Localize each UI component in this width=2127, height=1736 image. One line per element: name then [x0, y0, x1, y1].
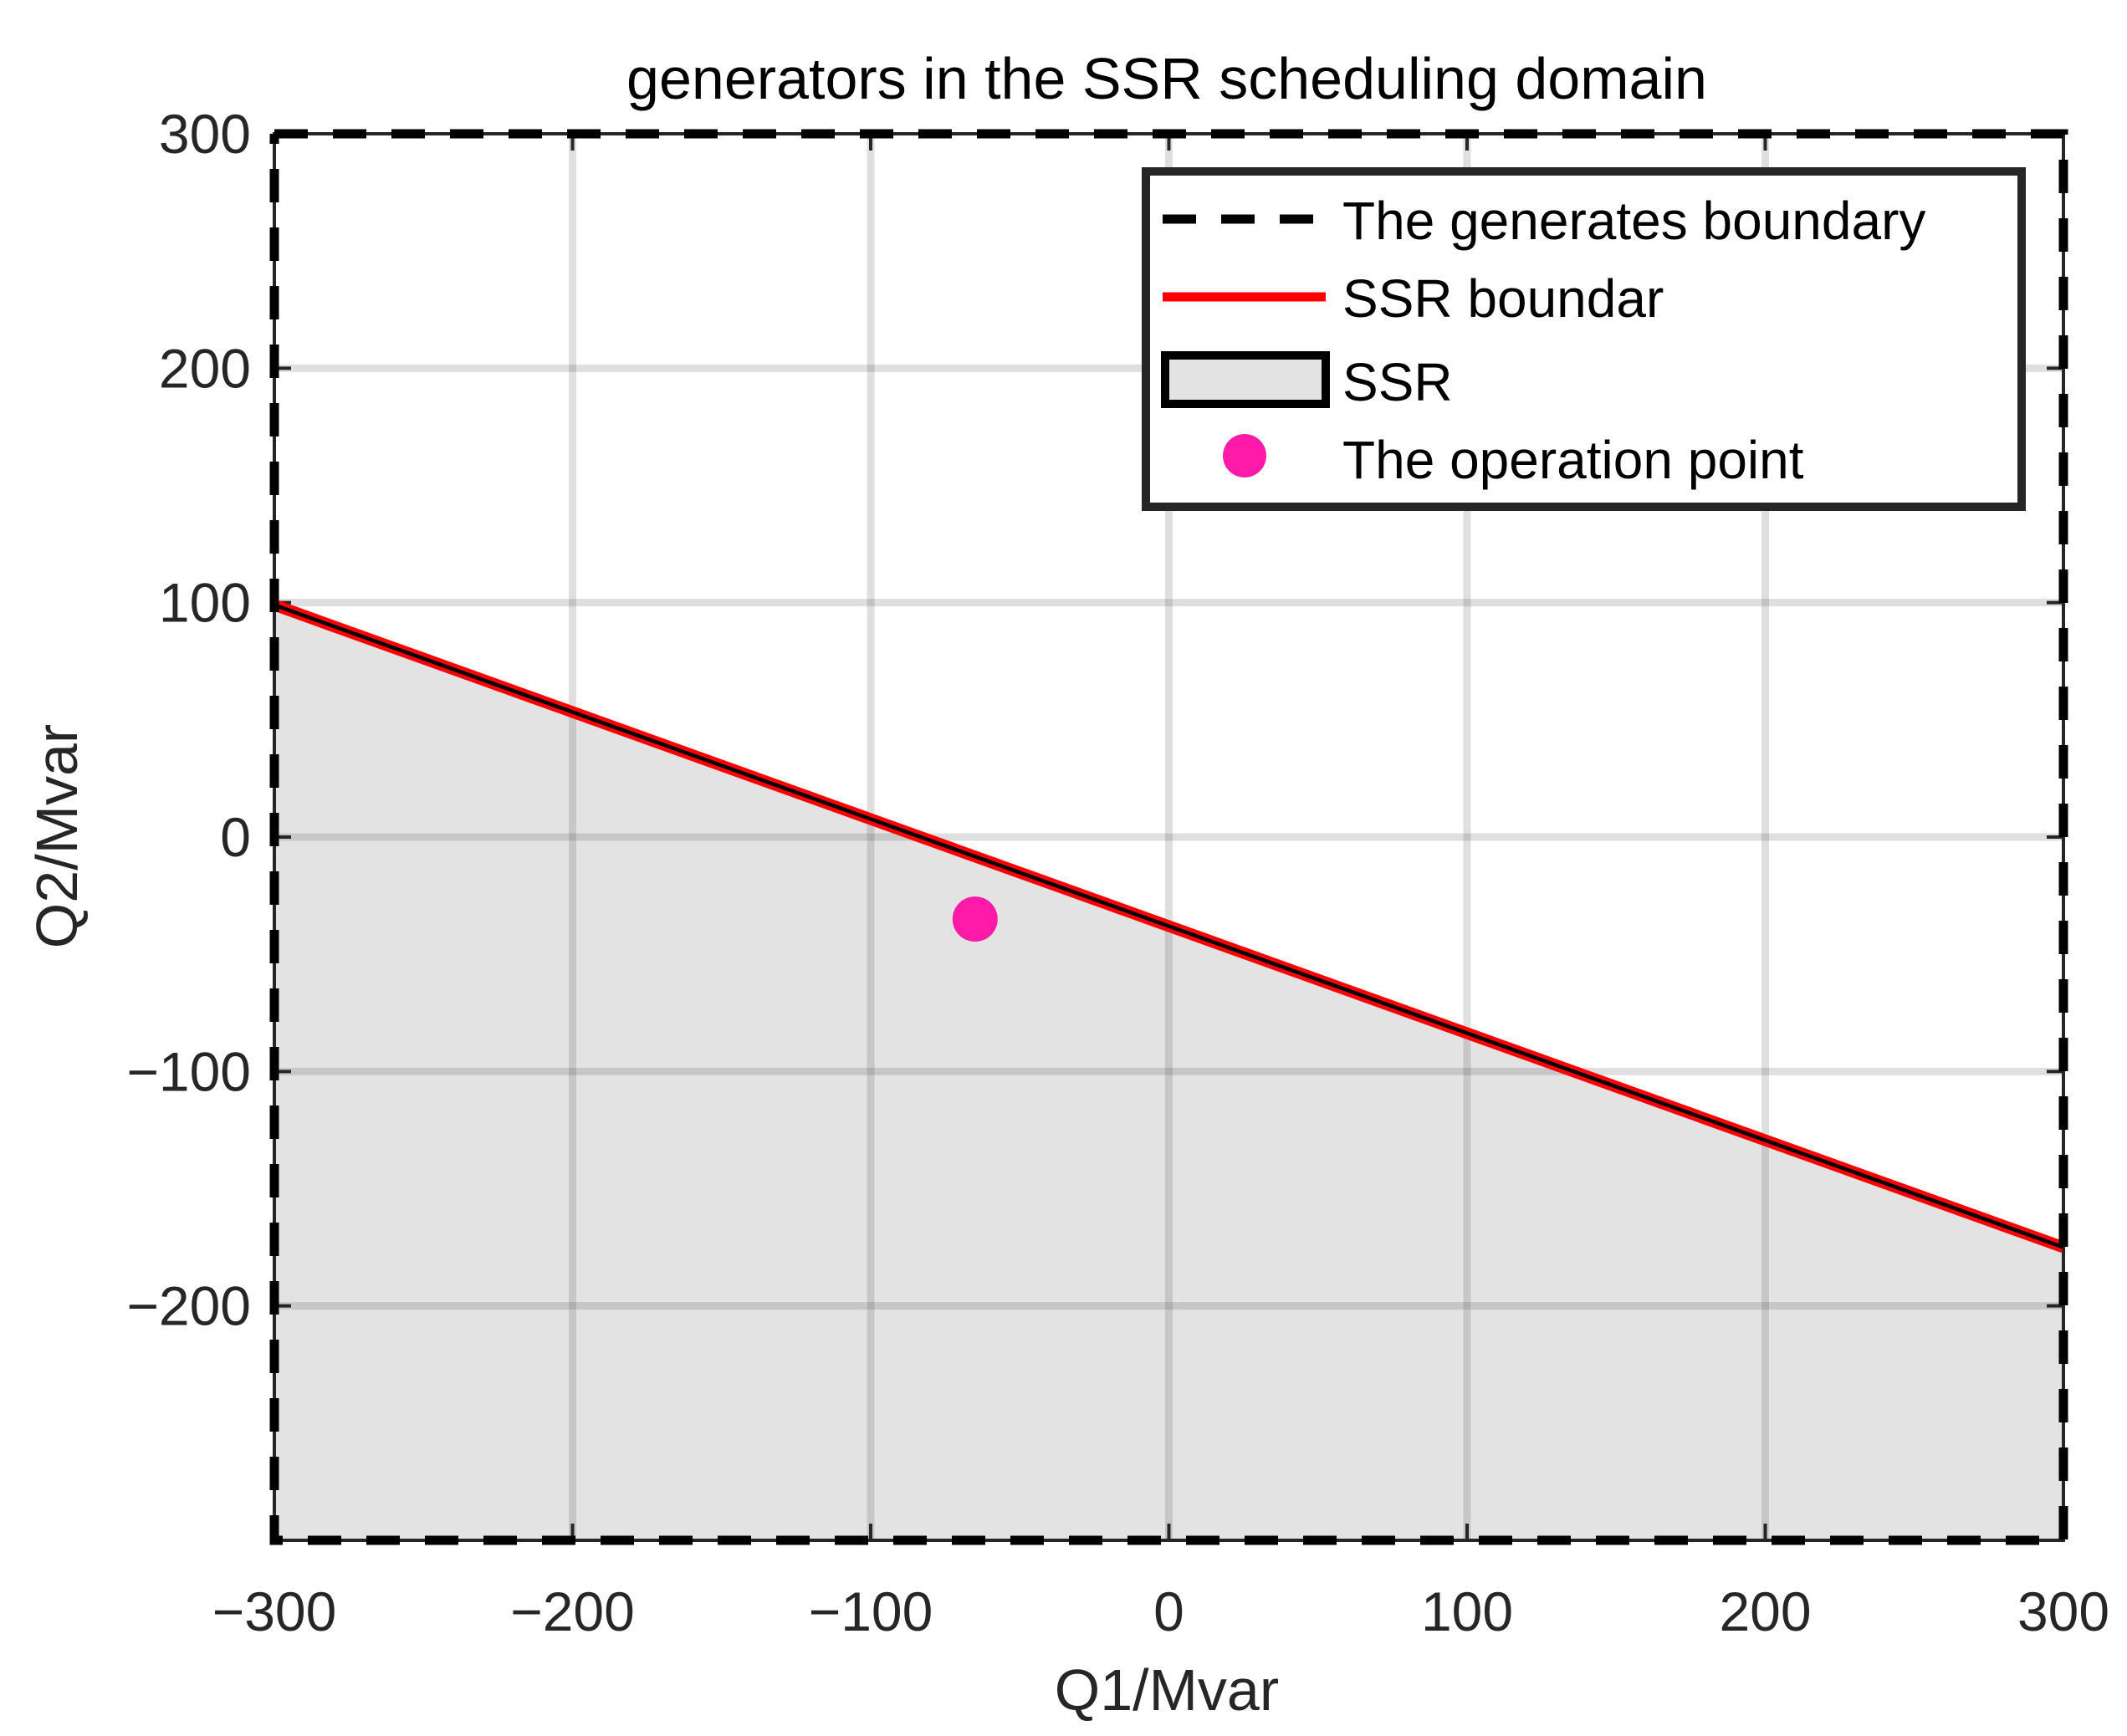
generates-boundary-line [269, 129, 2068, 1545]
x-tick-label: −200 [510, 1580, 635, 1642]
y-tick-label: 300 [159, 103, 251, 165]
legend-swatch-ssr [1161, 351, 1330, 408]
x-tick-label: 0 [1153, 1580, 1184, 1642]
y-tick-label: 100 [159, 572, 251, 634]
y-tick-label: 200 [159, 337, 251, 399]
x-tick-label: 300 [2017, 1580, 2109, 1642]
y-tick-label: −200 [126, 1275, 251, 1337]
legend: The generates boundary SSR boundar SSR T… [1142, 167, 2026, 511]
x-tick-label: −100 [809, 1580, 933, 1642]
y-tick-label: 0 [220, 806, 251, 868]
legend-label-generates-boundary: The generates boundary [1342, 191, 1925, 251]
x-tick-label: 200 [1719, 1580, 1811, 1642]
chart-title: generators in the SSR scheduling domain [626, 46, 1707, 111]
ssr-region-area [274, 605, 2063, 1540]
legend-swatch-operation-point [1223, 434, 1266, 477]
legend-label-ssr-boundary: SSR boundar [1342, 268, 1664, 329]
legend-label-ssr: SSR [1342, 352, 1453, 412]
x-tick-label: −300 [212, 1580, 337, 1642]
operation-point-marker [952, 896, 998, 942]
legend-box [1142, 167, 2026, 511]
y-tick-label: −100 [126, 1040, 251, 1102]
y-axis-label: Q2/Mvar [24, 724, 89, 948]
ssr-region-edge-line [274, 603, 2064, 1249]
x-tick-label: 100 [1421, 1580, 1513, 1642]
legend-label-operation-point: The operation point [1342, 430, 1804, 490]
x-axis-label: Q1/Mvar [1055, 1657, 1279, 1723]
